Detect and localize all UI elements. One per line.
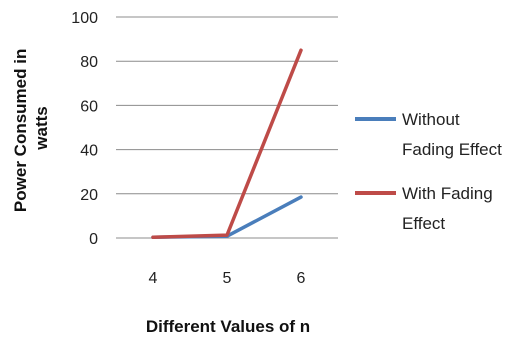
legend-item-without-fading: Without Fading Effect: [355, 110, 502, 159]
y-tick-label: 40: [80, 143, 98, 160]
grid-lines: [116, 16, 338, 195]
y-axis-title: Power Consumed in watts: [11, 44, 51, 212]
legend-label-line: Effect: [402, 214, 445, 233]
x-tick-label: 5: [223, 270, 232, 287]
legend-label-with-fading: With Fading Effect: [402, 184, 497, 233]
series-line-1: [151, 48, 303, 240]
x-tick-label: 6: [297, 270, 306, 287]
legend-label-line: With Fading: [402, 184, 493, 203]
y-axis-title-line-1: Power Consumed in: [11, 49, 30, 212]
x-tick-labels: 4 5 6: [149, 270, 306, 287]
legend: Without Fading Effect With Fading Effect: [355, 110, 502, 233]
y-tick-label: 100: [71, 10, 98, 27]
legend-label-without-fading: Without Fading Effect: [402, 110, 502, 159]
y-tick-label: 80: [80, 54, 98, 71]
series-lines: [151, 48, 303, 240]
y-tick-labels: 0 20 40 60 80 100: [71, 10, 98, 248]
legend-item-with-fading: With Fading Effect: [355, 184, 497, 233]
y-tick-label: 60: [80, 98, 98, 115]
y-tick-label: 0: [89, 231, 98, 248]
x-axis-title: Different Values of n: [146, 317, 310, 336]
legend-label-line: Without: [402, 110, 460, 129]
legend-label-line: Fading Effect: [402, 140, 502, 159]
y-axis-title-line-2: watts: [32, 106, 51, 150]
x-tick-label: 4: [149, 270, 158, 287]
y-tick-label: 20: [80, 187, 98, 204]
